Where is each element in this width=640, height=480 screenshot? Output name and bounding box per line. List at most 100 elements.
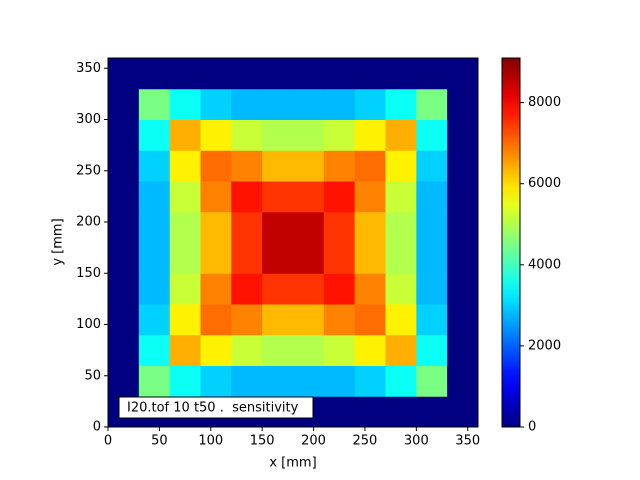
colorbar-tick-label: 2000 [528, 338, 561, 353]
heatmap-cell [169, 88, 201, 120]
heatmap-cell [416, 119, 448, 151]
heatmap-cell [447, 58, 479, 90]
heatmap-cell [138, 304, 171, 336]
heatmap-cell [108, 334, 140, 366]
heatmap-cell [323, 181, 356, 213]
heatmap-cell [108, 304, 140, 336]
heatmap-cell [385, 365, 417, 397]
heatmap-cell [169, 273, 201, 305]
heatmap-cell [169, 58, 201, 90]
heatmap-cell [169, 150, 201, 182]
heatmap-cell [354, 242, 386, 274]
heatmap-cell [354, 273, 386, 305]
heatmap-cell [416, 242, 448, 274]
heatmap-cell [447, 273, 479, 305]
heatmap-cell [169, 119, 201, 151]
heatmap-cell [231, 273, 263, 305]
heatmap-cell [262, 88, 294, 120]
heatmap-cell [231, 211, 263, 243]
y-tick-label: 50 [84, 368, 101, 383]
heatmap-cell [262, 334, 294, 366]
heatmap-cell [200, 211, 232, 243]
heatmap-cell [108, 242, 140, 274]
y-tick-label: 0 [93, 420, 101, 435]
heatmap-cell [293, 334, 325, 366]
heatmap-cell [293, 181, 325, 213]
heatmap-cell [138, 88, 171, 120]
heatmap-cell [108, 181, 140, 213]
heatmap-cell [416, 181, 448, 213]
x-tick-label: 50 [151, 434, 168, 449]
heatmap-cell [354, 181, 386, 213]
heatmap-cell [262, 181, 294, 213]
x-tick-label: 350 [455, 434, 480, 449]
heatmap-cell [262, 304, 294, 336]
heatmap-cell [447, 304, 479, 336]
heatmap-cell [138, 242, 171, 274]
heatmap-cell [293, 58, 325, 90]
x-tick-label: 150 [250, 434, 275, 449]
heatmap-cell [262, 242, 294, 274]
heatmap-cell [169, 365, 201, 397]
heatmap-cell [323, 396, 356, 428]
heatmap-cell [293, 304, 325, 336]
heatmap-cell [231, 119, 263, 151]
heatmap-cell [231, 304, 263, 336]
heatmap-cell [200, 304, 232, 336]
heatmap-cell [416, 396, 448, 428]
heatmap-cell [447, 334, 479, 366]
heatmap-cell [200, 334, 232, 366]
heatmap-cell [108, 211, 140, 243]
heatmap-cell [108, 119, 140, 151]
heatmap-cell [138, 273, 171, 305]
y-tick-label: 150 [76, 266, 101, 281]
heatmap-cell [262, 119, 294, 151]
heatmap-cell [200, 242, 232, 274]
heatmap-cell [138, 58, 171, 90]
heatmap-cell [138, 211, 171, 243]
x-tick-label: 300 [404, 434, 429, 449]
heatmap-cell [354, 211, 386, 243]
heatmap-cell [323, 88, 356, 120]
axes-frame [107, 57, 479, 428]
heatmap-cell [416, 58, 448, 90]
heatmap-cell [447, 88, 479, 120]
heatmap-cell [138, 181, 171, 213]
heatmap-cell [108, 365, 140, 397]
heatmap-cell [385, 181, 417, 213]
heatmap-cell [169, 304, 201, 336]
heatmap-cell [416, 150, 448, 182]
heatmap-cell [108, 88, 140, 120]
heatmap-cell [231, 58, 263, 90]
heatmap-cell [447, 181, 479, 213]
heatmap-cell [354, 396, 386, 428]
heatmap-cell [169, 181, 201, 213]
heatmap-cell [138, 150, 171, 182]
heatmap-cell [200, 365, 232, 397]
x-tick-label: 100 [198, 434, 223, 449]
heatmap-cell [323, 273, 356, 305]
heatmap-cell [447, 242, 479, 274]
heatmap-cell [293, 365, 325, 397]
heatmap-cell [385, 119, 417, 151]
heatmap-cell [323, 242, 356, 274]
heatmap-cell [416, 273, 448, 305]
x-tick-label: 250 [353, 434, 378, 449]
heatmap-cell [200, 181, 232, 213]
heatmap-cell [138, 334, 171, 366]
heatmap-cell [416, 88, 448, 120]
heatmap-cell [385, 304, 417, 336]
heatmap-cell [138, 365, 171, 397]
heatmap-cell [231, 334, 263, 366]
heatmap-cell [447, 396, 479, 428]
x-axis-label: x [mm] [269, 456, 316, 471]
heatmap-cell [108, 58, 140, 90]
heatmap-cell [354, 150, 386, 182]
heatmap-cell [200, 88, 232, 120]
heatmap-cell [416, 334, 448, 366]
y-tick-label: 250 [76, 163, 101, 178]
annotation-box [118, 396, 314, 419]
heatmap-cell [385, 211, 417, 243]
heatmap-cell [447, 211, 479, 243]
heatmap-cell [200, 119, 232, 151]
